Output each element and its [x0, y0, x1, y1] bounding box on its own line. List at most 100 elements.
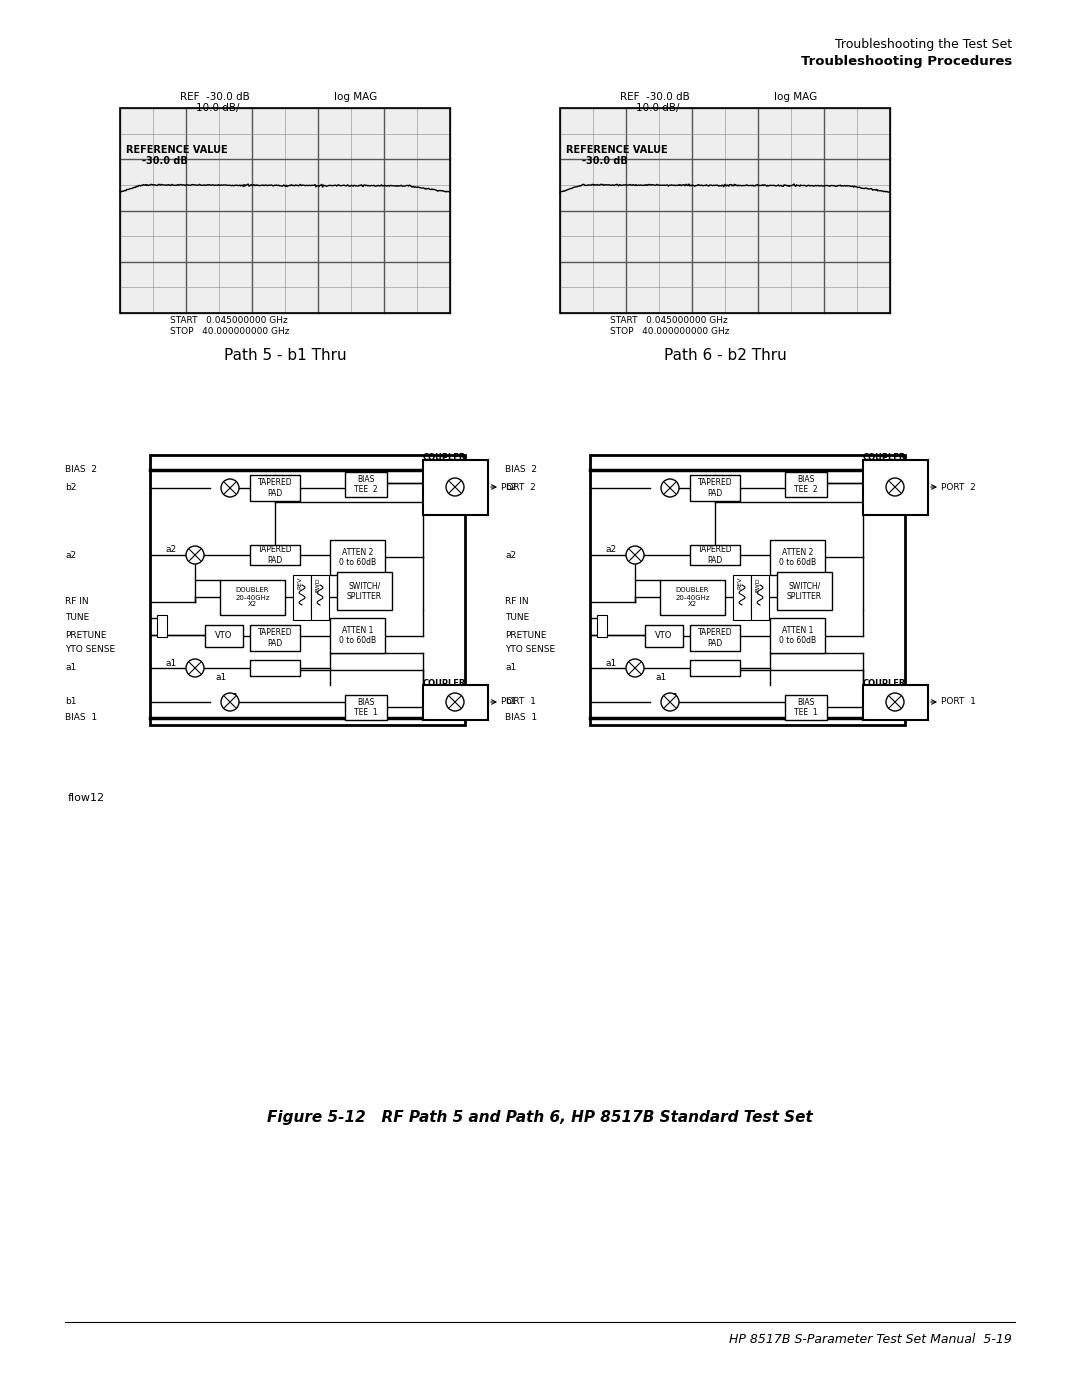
Text: Figure 5-12   RF Path 5 and Path 6, HP 8517B Standard Test Set: Figure 5-12 RF Path 5 and Path 6, HP 851… [267, 1111, 813, 1125]
Bar [863, 460, 928, 515]
Circle shape [886, 478, 904, 496]
Text: STOP   40.000000000 GHz: STOP 40.000000000 GHz [610, 327, 729, 337]
Text: PRETUNE: PRETUNE [505, 630, 546, 640]
Bar [249, 545, 300, 564]
Text: b1: b1 [65, 697, 77, 707]
Circle shape [221, 693, 239, 711]
Text: STOP   40.000000000 GHz: STOP 40.000000000 GHz [170, 327, 289, 337]
Text: RF IN: RF IN [65, 598, 89, 606]
Text: 10.0 dB/: 10.0 dB/ [636, 103, 679, 113]
Text: TAPERED
PAD: TAPERED PAD [258, 478, 293, 497]
Text: -30.0 dB: -30.0 dB [141, 156, 188, 166]
Bar [337, 571, 392, 610]
Bar [645, 624, 683, 647]
Bar [690, 659, 740, 676]
Text: ATTEN 1
0 to 60dB: ATTEN 1 0 to 60dB [339, 626, 376, 645]
Circle shape [186, 546, 204, 564]
Text: BIAS  1: BIAS 1 [65, 714, 97, 722]
Text: a2: a2 [165, 545, 176, 555]
Text: TAPERED
PAD: TAPERED PAD [258, 629, 293, 648]
Text: a2: a2 [505, 550, 516, 560]
Text: a2: a2 [605, 545, 616, 555]
Bar [120, 108, 450, 313]
Text: a1: a1 [65, 664, 77, 672]
Text: FWD: FWD [315, 577, 320, 591]
Text: BIAS  1: BIAS 1 [505, 714, 537, 722]
Circle shape [186, 659, 204, 678]
Bar [249, 624, 300, 651]
Bar [785, 694, 827, 719]
Text: a1: a1 [605, 658, 617, 668]
Text: REFERENCE VALUE: REFERENCE VALUE [126, 145, 228, 155]
Bar [150, 455, 465, 725]
Bar [660, 580, 725, 615]
Text: BIAS  2: BIAS 2 [505, 465, 537, 475]
Text: VTO: VTO [215, 631, 232, 640]
Bar [863, 685, 928, 719]
Text: b1: b1 [227, 693, 239, 703]
Bar [561, 108, 890, 313]
Text: TAPERED
PAD: TAPERED PAD [258, 545, 293, 564]
Text: a1: a1 [165, 658, 176, 668]
Bar [690, 545, 740, 564]
Text: SWITCH/
SPLITTER: SWITCH/ SPLITTER [347, 581, 382, 601]
Text: REFERENCE VALUE: REFERENCE VALUE [566, 145, 667, 155]
Bar [751, 576, 769, 620]
Bar [770, 541, 825, 576]
Text: YTO SENSE: YTO SENSE [505, 645, 555, 655]
Bar [293, 576, 311, 620]
Text: PORT  1: PORT 1 [941, 697, 976, 707]
Text: b1: b1 [505, 697, 516, 707]
Bar [330, 541, 384, 576]
Text: b2: b2 [505, 483, 516, 493]
Bar [561, 108, 890, 313]
Text: DOUBLER
20-40GHz
X2: DOUBLER 20-40GHz X2 [235, 588, 270, 608]
Text: START   0.045000000 GHz: START 0.045000000 GHz [170, 316, 287, 326]
Circle shape [886, 693, 904, 711]
Text: PRETUNE: PRETUNE [65, 630, 107, 640]
Text: 10.0 dB/: 10.0 dB/ [195, 103, 240, 113]
Text: b2: b2 [65, 483, 77, 493]
Text: ATTEN 2
0 to 60dB: ATTEN 2 0 to 60dB [339, 548, 376, 567]
Text: YTO SENSE: YTO SENSE [65, 645, 116, 655]
Bar [157, 615, 167, 637]
Text: Path 6 - b2 Thru: Path 6 - b2 Thru [663, 348, 786, 363]
Bar [785, 472, 827, 497]
Circle shape [446, 693, 464, 711]
Text: HP 8517B S-Parameter Test Set Manual  5-19: HP 8517B S-Parameter Test Set Manual 5-1… [729, 1333, 1012, 1345]
Circle shape [661, 479, 679, 497]
Bar [690, 475, 740, 502]
Bar [345, 694, 387, 719]
Text: log MAG: log MAG [335, 92, 378, 102]
Text: COUPLER: COUPLER [423, 679, 467, 687]
Bar [330, 617, 384, 652]
Text: TAPERED
PAD: TAPERED PAD [698, 629, 732, 648]
Bar [205, 624, 243, 647]
Text: REF  -30.0 dB: REF -30.0 dB [180, 92, 249, 102]
Text: a1: a1 [654, 673, 666, 683]
Circle shape [626, 659, 644, 678]
Text: b2: b2 [227, 481, 239, 489]
Text: Troubleshooting the Test Set: Troubleshooting the Test Set [835, 38, 1012, 52]
Bar [770, 617, 825, 652]
Bar [777, 571, 832, 610]
Text: SWITCH/
SPLITTER: SWITCH/ SPLITTER [787, 581, 822, 601]
Text: COUPLER: COUPLER [863, 454, 906, 462]
Circle shape [626, 546, 644, 564]
Text: RF IN: RF IN [505, 598, 528, 606]
Text: START   0.045000000 GHz: START 0.045000000 GHz [610, 316, 728, 326]
Bar [423, 460, 488, 515]
Text: DOUBLER
20-40GHz
X2: DOUBLER 20-40GHz X2 [675, 588, 710, 608]
Text: b1: b1 [667, 693, 678, 703]
Bar [120, 108, 450, 313]
Text: ATTEN 2
0 to 60dB: ATTEN 2 0 to 60dB [779, 548, 816, 567]
Text: COUPLER: COUPLER [423, 454, 467, 462]
Bar [311, 576, 329, 620]
Text: REV: REV [737, 577, 742, 590]
Bar [423, 685, 488, 719]
Text: REF  -30.0 dB: REF -30.0 dB [620, 92, 690, 102]
Text: BIAS
TEE  2: BIAS TEE 2 [354, 475, 378, 495]
Circle shape [221, 479, 239, 497]
Text: ATTEN 1
0 to 60dB: ATTEN 1 0 to 60dB [779, 626, 816, 645]
Text: Path 5 - b1 Thru: Path 5 - b1 Thru [224, 348, 347, 363]
